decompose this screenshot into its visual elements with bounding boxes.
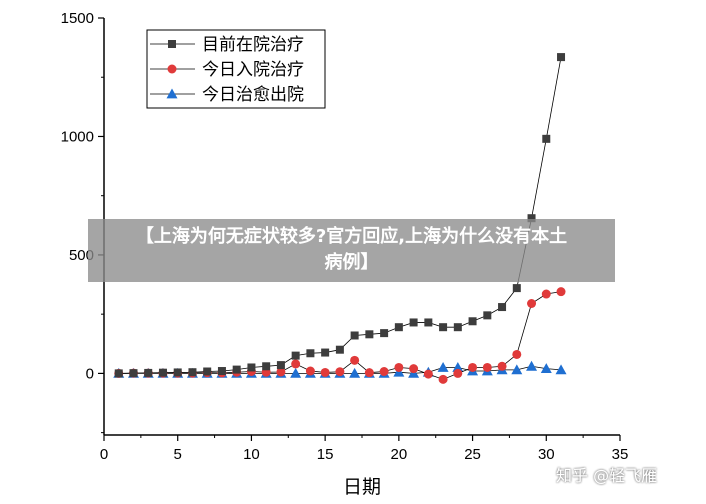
series-layer	[113, 53, 567, 384]
legend-label: 今日入院治疗	[202, 60, 304, 80]
data-point	[305, 366, 315, 376]
data-point	[364, 368, 374, 378]
data-point	[394, 362, 404, 372]
data-point	[158, 368, 167, 377]
x-tick-label: 10	[243, 446, 260, 463]
data-point	[452, 361, 464, 372]
x-tick-label: 15	[317, 446, 334, 463]
x-tick-label: 35	[612, 446, 629, 463]
data-point	[217, 367, 226, 376]
y-tick-label: 1500	[61, 10, 94, 27]
data-point	[541, 289, 551, 299]
data-point	[365, 330, 374, 339]
data-point	[129, 369, 138, 378]
data-point	[320, 367, 330, 377]
x-tick-label: 25	[464, 446, 481, 463]
data-point	[380, 329, 389, 338]
data-point	[114, 369, 123, 378]
banner-line-2: 病例】	[324, 252, 379, 273]
data-point	[232, 365, 241, 374]
data-point	[439, 323, 448, 332]
legend-marker	[167, 64, 177, 74]
watermark: 知乎 @轻飞雁	[556, 466, 658, 485]
data-point	[188, 368, 197, 377]
data-point	[437, 361, 449, 372]
data-point	[203, 367, 212, 376]
data-point	[498, 303, 507, 312]
x-tick-label: 0	[100, 446, 108, 463]
data-point	[335, 345, 344, 354]
data-point	[527, 214, 536, 223]
data-point	[483, 311, 492, 320]
x-tick-label: 30	[538, 446, 555, 463]
data-point	[321, 348, 330, 357]
y-tick-label: 1000	[61, 128, 94, 145]
series-line	[118, 291, 562, 380]
data-point	[423, 369, 433, 379]
legend-marker	[166, 88, 178, 99]
data-point	[512, 284, 521, 293]
y-tick-label: 500	[69, 247, 94, 264]
data-point	[262, 362, 271, 371]
data-point	[409, 364, 419, 374]
data-point	[526, 360, 538, 371]
data-point	[349, 367, 361, 378]
data-point	[424, 318, 433, 327]
headline-banner[interactable]: 【上海为何无症状较多?官方回应,上海为什么没有本土 病例】	[88, 219, 615, 282]
data-point	[527, 299, 537, 309]
data-point	[557, 53, 566, 62]
data-point	[409, 318, 418, 327]
data-point	[540, 363, 552, 374]
data-point	[512, 349, 522, 359]
data-point	[350, 355, 360, 365]
x-tick-label: 5	[174, 446, 182, 463]
data-point	[394, 323, 403, 332]
data-point	[453, 368, 463, 378]
series-circle	[114, 287, 566, 384]
data-point	[350, 331, 359, 340]
data-point	[468, 362, 478, 372]
legend-item: 目前在院治疗	[150, 35, 304, 55]
data-point	[379, 367, 389, 377]
y-tick-label: 0	[86, 365, 94, 382]
data-point	[335, 367, 345, 377]
banner-line-1: 【上海为何无症状较多?官方回应,上海为什么没有本土	[135, 226, 568, 247]
data-point	[555, 364, 567, 375]
data-point	[290, 367, 302, 378]
data-point	[468, 317, 477, 326]
data-point	[542, 134, 551, 143]
legend-marker	[168, 40, 176, 48]
axes: 0 5 10 15 20 25 30 35 0 500 1000 1500	[61, 10, 629, 463]
data-point	[511, 364, 523, 375]
legend-label: 今日治愈出院	[202, 85, 304, 105]
legend-item: 今日入院治疗	[150, 60, 304, 80]
data-point	[497, 361, 507, 371]
x-tick-label: 20	[391, 446, 408, 463]
data-point	[306, 349, 315, 358]
legend-label: 目前在院治疗	[202, 35, 304, 55]
data-point	[173, 368, 182, 377]
data-point	[276, 361, 285, 370]
legend-item: 今日治愈出院	[150, 85, 304, 105]
data-point	[291, 351, 300, 360]
data-point	[276, 367, 286, 377]
series-square	[114, 53, 566, 378]
data-point	[144, 368, 153, 377]
data-point	[556, 287, 566, 297]
data-point	[482, 362, 492, 372]
x-axis-title: 日期	[343, 476, 381, 498]
data-point	[247, 363, 256, 372]
data-point	[291, 359, 301, 369]
data-point	[438, 374, 448, 384]
data-point	[453, 323, 462, 332]
